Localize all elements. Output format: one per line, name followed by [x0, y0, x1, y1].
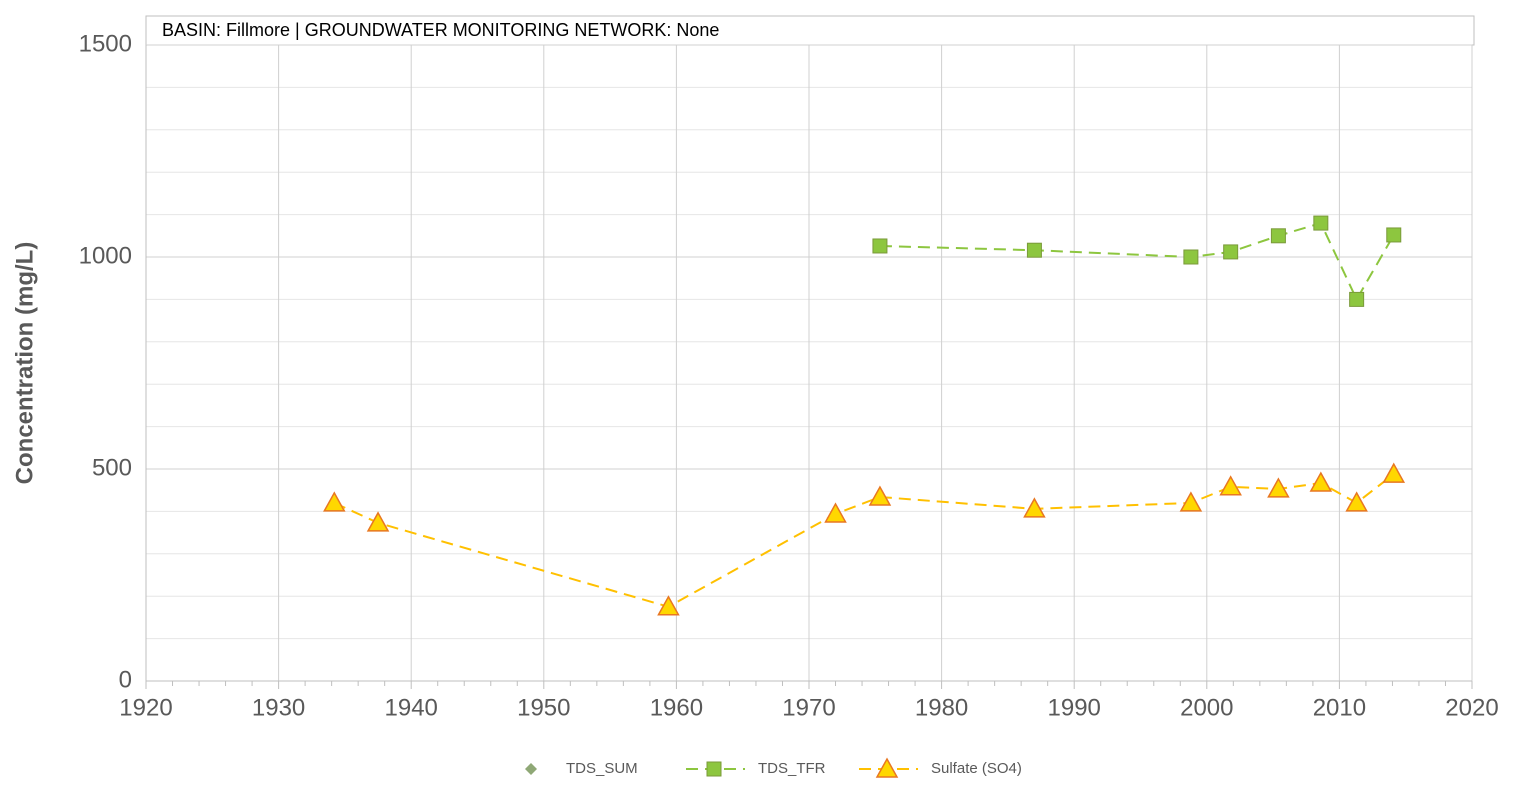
legend-label: TDS_TFR	[758, 760, 826, 777]
x-tick-label: 1960	[650, 694, 703, 721]
legend-marker	[525, 763, 537, 775]
marker	[1223, 244, 1239, 260]
marker	[1267, 477, 1290, 498]
marker	[323, 491, 346, 512]
y-tick-label: 500	[92, 454, 132, 481]
x-tick-label: 1920	[119, 694, 172, 721]
y-tick-label: 1000	[79, 242, 132, 269]
x-tick-label: 1930	[252, 694, 305, 721]
series-line	[333, 473, 1395, 608]
x-tick-label: 1970	[782, 694, 835, 721]
x-tick-label: 2020	[1445, 694, 1498, 721]
marker	[1023, 497, 1046, 518]
marker	[366, 511, 390, 532]
x-tick-label: 1990	[1048, 694, 1101, 721]
marker	[1183, 249, 1199, 265]
marker	[868, 485, 892, 506]
chart-title: BASIN: Fillmore | GROUNDWATER MONITORING…	[162, 20, 719, 40]
y-tick-label: 1500	[79, 30, 132, 57]
marker	[1349, 291, 1365, 307]
title-box	[145, 15, 1475, 46]
marker	[1382, 462, 1406, 483]
marker	[824, 502, 847, 523]
legend-marker	[706, 761, 722, 777]
marker	[1270, 228, 1286, 244]
series-line	[879, 221, 1395, 302]
x-tick-label: 1940	[385, 694, 438, 721]
marker	[1386, 227, 1402, 243]
marker	[1026, 242, 1042, 258]
x-tick-label: 2010	[1313, 694, 1366, 721]
marker	[872, 238, 888, 254]
legend-label: TDS_SUM	[566, 760, 638, 777]
x-tick-label: 1950	[517, 694, 570, 721]
y-axis-label: Concentration (mg/L)	[11, 242, 38, 485]
x-tick-label: 2000	[1180, 694, 1233, 721]
marker	[1219, 475, 1242, 496]
marker	[657, 595, 680, 616]
marker	[1179, 491, 1203, 512]
marker	[1313, 215, 1329, 231]
legend-label: Sulfate (SO4)	[931, 760, 1022, 777]
marker	[1345, 491, 1368, 512]
marker	[1309, 471, 1333, 492]
legend-marker	[875, 757, 899, 778]
y-tick-label: 0	[119, 666, 132, 693]
x-tick-label: 1980	[915, 694, 968, 721]
